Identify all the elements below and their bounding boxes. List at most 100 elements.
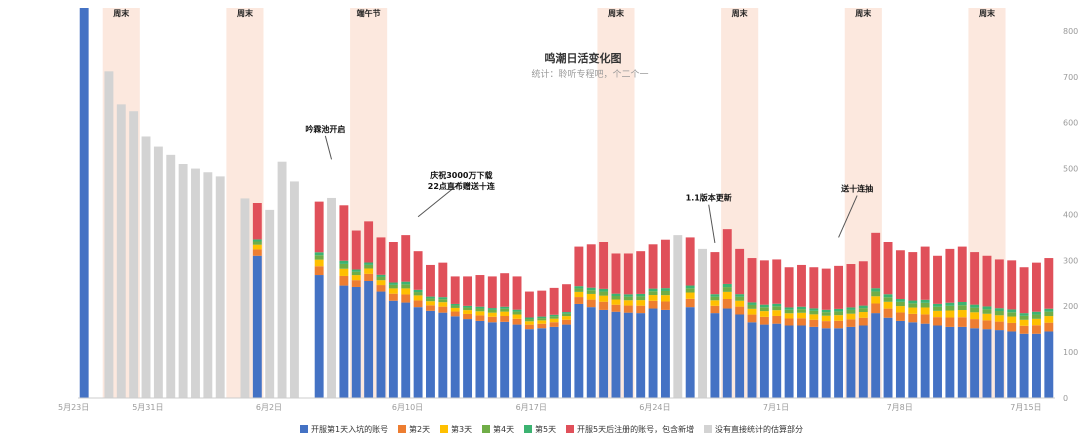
bar-segment-after5 (685, 237, 695, 286)
bar-segment-day1 (549, 326, 559, 398)
bar-segment-day4 (908, 303, 918, 308)
bar-segment-after5 (883, 242, 893, 295)
bar-segment-day5 (376, 274, 386, 277)
bar-estimated (289, 181, 299, 398)
bar-segment-day5 (970, 304, 980, 308)
bar-segment-day3 (388, 288, 398, 294)
bar-segment-day5 (895, 299, 905, 302)
x-tick-label: 6月2日 (256, 403, 282, 412)
bar-segment-day1 (1019, 333, 1029, 398)
bar-segment-day1 (784, 325, 794, 398)
bar-segment-day4 (648, 291, 658, 296)
bar-segment-day4 (1044, 311, 1054, 317)
bar-segment-day2 (895, 312, 905, 321)
bar-segment-day4 (945, 305, 955, 311)
bar-segment-after5 (759, 260, 769, 305)
bar-segment-after5 (1031, 262, 1041, 312)
annotation-arrow (324, 135, 333, 160)
annotation-arrow (838, 195, 858, 238)
bar-segment-day4 (611, 296, 621, 300)
bar-segment-day2 (797, 318, 806, 326)
bar-segment-day4 (834, 311, 844, 316)
bar-segment-day5 (475, 306, 485, 309)
bar-segment-after5 (970, 252, 980, 305)
bar-segment-day1 (957, 326, 967, 398)
y-tick-label: 700 (1063, 73, 1078, 82)
bar-segment-day1 (1007, 331, 1017, 398)
bar-segment-day2 (339, 275, 349, 286)
bar-segment-day3 (747, 308, 757, 315)
bar-segment-day1 (772, 323, 782, 398)
bar-segment-day2 (747, 314, 757, 323)
bar-segment-after5 (920, 246, 930, 300)
bar-segment-day1 (797, 325, 806, 398)
bar-segment-day2 (426, 305, 435, 311)
bar-segment-day4 (512, 311, 522, 315)
bar-estimated (129, 111, 139, 398)
bar-segment-day1 (722, 308, 732, 398)
bar-segment-after5 (809, 267, 819, 309)
bar-segment-day1 (388, 300, 398, 398)
bar-segment-day2 (722, 299, 732, 309)
bar-segment-day3 (846, 313, 856, 320)
bar-segment-day5 (858, 305, 868, 309)
bar-segment-day3 (883, 301, 893, 309)
bar-segment-after5 (735, 248, 745, 295)
bar-segment-day1 (463, 319, 473, 398)
bar-segment-day5 (512, 309, 522, 312)
bar-segment-day1 (846, 326, 856, 398)
bar-segment-day3 (982, 313, 992, 321)
bar-segment-day1 (895, 320, 905, 398)
bar-segment-day2 (772, 315, 782, 324)
bar-estimated (327, 197, 336, 398)
bar-segment-after5 (784, 267, 794, 308)
bar-segment-day1 (809, 326, 819, 398)
bar-segment-day5 (1044, 308, 1054, 312)
bar-segment-day4 (982, 309, 992, 314)
bar-segment-day1 (920, 323, 930, 398)
bar-segment-day3 (685, 292, 695, 299)
bar-segment-day4 (426, 298, 435, 302)
bar-segment-after5 (636, 251, 646, 294)
annotation-arrow (417, 181, 462, 218)
bar-segment-day2 (871, 303, 881, 314)
bar-segment-day3 (1007, 316, 1017, 323)
legend-swatch (482, 425, 490, 433)
bar-segment-day3 (475, 311, 485, 316)
bar-segment-day3 (364, 268, 374, 274)
bar-segment-day3 (537, 320, 547, 324)
bar-segment-day3 (1044, 316, 1054, 323)
bar-segment-day2 (809, 319, 819, 327)
bar-segment-after5 (388, 242, 398, 283)
bar-segment-day2 (821, 321, 831, 329)
bar-segment-day1 (933, 325, 942, 398)
bar-segment-day4 (747, 304, 757, 309)
legend-swatch (524, 425, 532, 433)
bar-segment-day2 (735, 306, 745, 315)
bar-segment-day5 (388, 282, 398, 285)
bar-segment-day1 (339, 285, 349, 398)
legend: 开服第1天入坑的账号 第2天 第3天 第4天 第5天 开服5天后注册的账号，包含新增 没有直… (300, 424, 803, 434)
bar-segment-day3 (586, 293, 596, 300)
bar-segment-day4 (970, 307, 980, 313)
bar-segment-day3 (895, 306, 905, 313)
bar-segment-day5 (401, 281, 411, 285)
bar-segment-day5 (797, 306, 806, 310)
bar-segment-after5 (351, 230, 361, 270)
bar-segment-day2 (574, 297, 584, 304)
bar-segment-after5 (475, 275, 485, 307)
bar-segment-day5 (784, 307, 794, 310)
bar-segment-day5 (710, 294, 720, 297)
bar-segment-day3 (735, 300, 745, 307)
bar-segment-after5 (722, 229, 732, 284)
bar-estimated (698, 248, 707, 398)
bar-segment-day4 (685, 288, 695, 293)
bar-day1 (79, 8, 89, 398)
bar-segment-day3 (648, 295, 658, 301)
bar-segment-day1 (562, 324, 571, 398)
bar-segment-day3 (339, 268, 349, 276)
bar-segment-day5 (908, 300, 918, 304)
bar-segment-day2 (450, 311, 460, 317)
